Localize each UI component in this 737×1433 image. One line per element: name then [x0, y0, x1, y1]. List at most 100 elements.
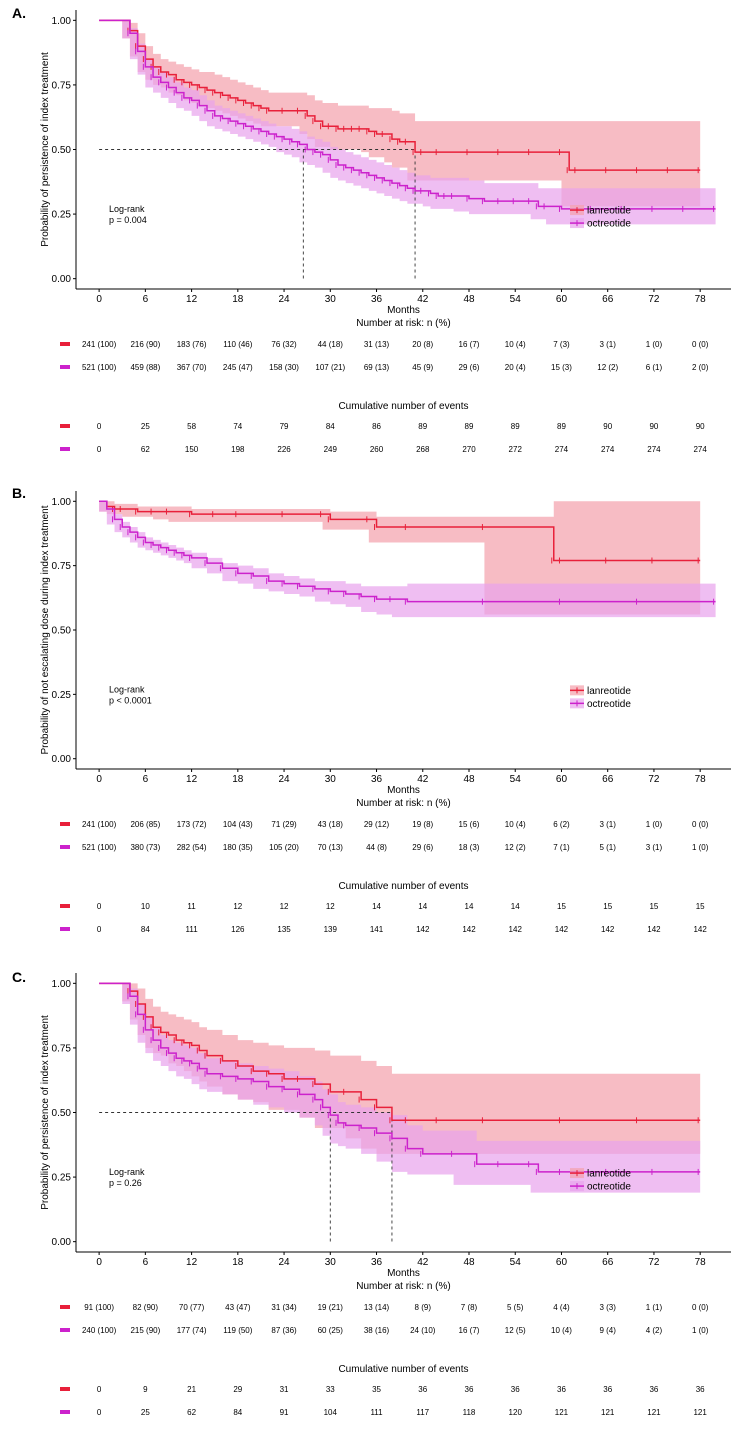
risk-cell-octreotide: 18 (3): [459, 843, 480, 852]
risk-cell-lanreotide: 183 (76): [177, 340, 207, 349]
y-tick-label: 1.00: [52, 16, 72, 27]
y-tick-label: 0.00: [52, 274, 72, 285]
risk-cell-octreotide: 215 (90): [130, 1326, 160, 1335]
events-cell-octreotide: 111: [186, 925, 199, 934]
risk-cell-lanreotide: 3 (3): [599, 1303, 616, 1312]
lanreotide-curve: [99, 19, 701, 171]
events-cell-lanreotide: 10: [141, 902, 150, 911]
table-row-marker-octreotide: [60, 1328, 70, 1332]
events-cell-lanreotide: 58: [187, 422, 196, 431]
events-cell-octreotide: 0: [97, 445, 102, 454]
risk-cell-lanreotide: 10 (4): [505, 340, 526, 349]
risk-cell-lanreotide: 19 (8): [412, 820, 433, 829]
events-cell-lanreotide: 90: [649, 422, 658, 431]
risk-cell-lanreotide: 1 (0): [646, 340, 663, 349]
octreotide-ci-band: [99, 20, 716, 225]
x-tick-label: 48: [463, 774, 475, 785]
events-cell-lanreotide: 36: [511, 1385, 520, 1394]
legend-label-lanreotide: lanreotide: [587, 206, 631, 217]
events-cell-octreotide: 91: [280, 1408, 289, 1417]
risk-cell-octreotide: 521 (100): [82, 363, 117, 372]
events-cell-lanreotide: 35: [372, 1385, 381, 1394]
risk-cell-octreotide: 105 (20): [269, 843, 299, 852]
x-tick-label: 18: [232, 1257, 244, 1268]
risk-cell-lanreotide: 0 (0): [692, 1303, 709, 1312]
y-tick-label: 0.50: [52, 1108, 72, 1119]
x-tick-label: 0: [96, 774, 102, 785]
legend-label-lanreotide: lanreotide: [587, 686, 631, 697]
events-cell-octreotide: 0: [97, 925, 102, 934]
events-cell-octreotide: 272: [509, 445, 523, 454]
events-cell-lanreotide: 89: [557, 422, 566, 431]
events-cell-octreotide: 121: [693, 1408, 707, 1417]
x-tick-label: 6: [143, 294, 149, 305]
risk-cell-lanreotide: 4 (4): [553, 1303, 570, 1312]
events-cell-octreotide: 142: [693, 925, 707, 934]
risk-table-title: Number at risk: n (%): [356, 1281, 450, 1292]
x-tick-label: 78: [695, 294, 707, 305]
risk-cell-lanreotide: 44 (18): [318, 340, 344, 349]
risk-cell-octreotide: 282 (54): [177, 843, 207, 852]
events-table-title: Cumulative number of events: [338, 401, 468, 412]
risk-cell-lanreotide: 82 (90): [133, 1303, 159, 1312]
x-tick-label: 30: [325, 1257, 337, 1268]
risk-table-title: Number at risk: n (%): [356, 318, 450, 329]
events-cell-lanreotide: 89: [418, 422, 427, 431]
risk-cell-octreotide: 1 (0): [692, 843, 709, 852]
events-cell-octreotide: 274: [555, 445, 569, 454]
risk-cell-octreotide: 38 (16): [364, 1326, 390, 1335]
risk-cell-lanreotide: 241 (100): [82, 340, 117, 349]
x-tick-label: 12: [186, 774, 198, 785]
risk-cell-lanreotide: 7 (8): [461, 1303, 478, 1312]
events-cell-octreotide: 150: [185, 445, 199, 454]
lanreotide-curve: [99, 982, 701, 1121]
events-cell-lanreotide: 14: [418, 902, 427, 911]
x-tick-label: 60: [556, 774, 568, 785]
risk-cell-lanreotide: 110 (46): [223, 340, 253, 349]
x-tick-label: 66: [602, 294, 614, 305]
risk-cell-octreotide: 380 (73): [130, 843, 160, 852]
x-axis-label: Months: [387, 305, 420, 316]
events-cell-octreotide: 111: [370, 1408, 383, 1417]
events-cell-lanreotide: 86: [372, 422, 381, 431]
x-axis-label: Months: [387, 785, 420, 796]
y-axis-label: Probability of persistence of index trea…: [40, 52, 51, 247]
y-tick-label: 0.75: [52, 1043, 72, 1054]
octreotide-ci-band: [99, 501, 716, 618]
risk-cell-lanreotide: 3 (1): [599, 820, 616, 829]
events-cell-octreotide: 142: [647, 925, 661, 934]
x-tick-label: 48: [463, 1257, 475, 1268]
events-cell-lanreotide: 89: [511, 422, 520, 431]
events-cell-lanreotide: 36: [649, 1385, 658, 1394]
risk-cell-lanreotide: 104 (43): [223, 820, 253, 829]
risk-cell-lanreotide: 7 (3): [553, 340, 570, 349]
y-axis-label: Probability of not escalating dose durin…: [40, 505, 51, 754]
events-cell-octreotide: 274: [601, 445, 615, 454]
events-cell-lanreotide: 74: [233, 422, 242, 431]
risk-cell-lanreotide: 3 (1): [599, 340, 616, 349]
risk-cell-octreotide: 45 (9): [412, 363, 433, 372]
x-tick-label: 0: [96, 294, 102, 305]
risk-cell-octreotide: 5 (1): [599, 843, 616, 852]
events-cell-lanreotide: 15: [603, 902, 612, 911]
events-cell-octreotide: 139: [324, 925, 338, 934]
x-tick-label: 78: [695, 774, 707, 785]
table-row-marker-lanreotide: [60, 342, 70, 346]
logrank-p: p = 0.26: [109, 1178, 142, 1188]
risk-cell-octreotide: 180 (35): [223, 843, 253, 852]
x-tick-label: 12: [186, 1257, 198, 1268]
panel-label: A.: [12, 5, 26, 21]
events-cell-octreotide: 121: [647, 1408, 661, 1417]
events-cell-lanreotide: 9: [143, 1385, 148, 1394]
x-tick-label: 36: [371, 294, 383, 305]
risk-cell-octreotide: 70 (13): [318, 843, 344, 852]
events-cell-octreotide: 25: [141, 1408, 150, 1417]
risk-cell-octreotide: 245 (47): [223, 363, 253, 372]
x-tick-label: 18: [232, 294, 244, 305]
x-tick-label: 54: [510, 774, 522, 785]
y-tick-label: 1.00: [52, 497, 72, 508]
x-tick-label: 24: [278, 1257, 290, 1268]
risk-cell-octreotide: 15 (3): [551, 363, 572, 372]
events-cell-lanreotide: 36: [465, 1385, 474, 1394]
